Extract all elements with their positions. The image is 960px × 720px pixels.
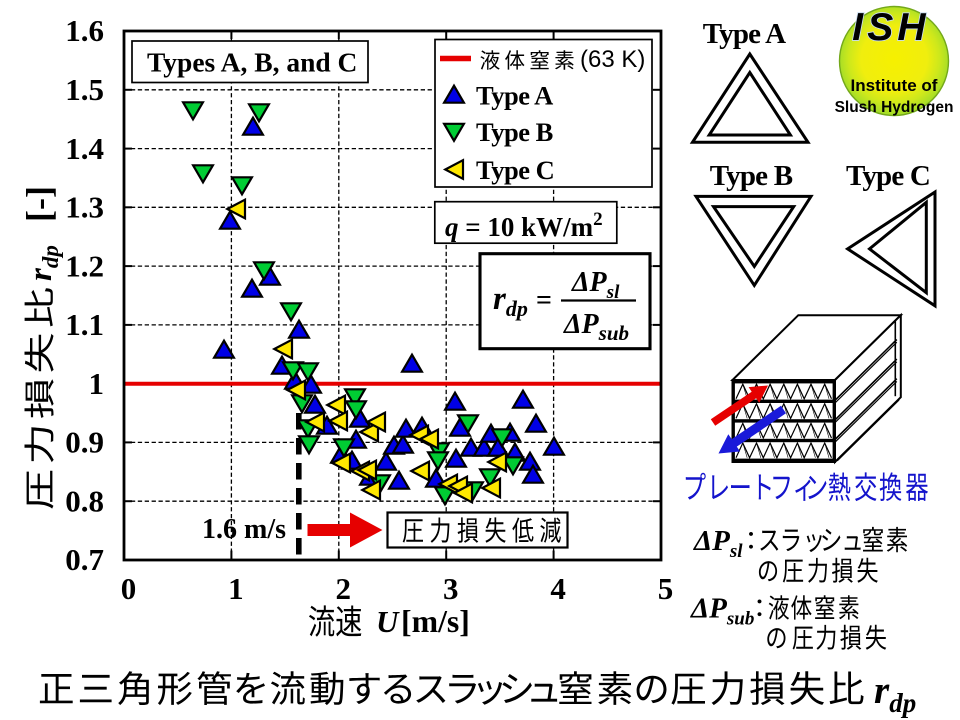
svg-text:ISH: ISH	[852, 6, 930, 49]
svg-text:q = 10 kW/m2: q = 10 kW/m2	[445, 209, 603, 242]
svg-text:1.2: 1.2	[65, 248, 104, 283]
svg-text:Type C: Type C	[846, 160, 930, 192]
svg-text:Type A: Type A	[703, 18, 786, 50]
svg-text:3: 3	[443, 571, 459, 606]
svg-text:Type C: Type C	[476, 155, 554, 185]
svg-text:1: 1	[228, 571, 244, 606]
svg-text:1.6 m/s: 1.6 m/s	[202, 514, 286, 545]
svg-text:1.5: 1.5	[65, 72, 104, 107]
svg-text:Type A: Type A	[476, 81, 553, 111]
svg-text:Slush Hydrogen: Slush Hydrogen	[835, 99, 954, 116]
svg-text:2: 2	[336, 571, 352, 606]
svg-text:5: 5	[658, 571, 674, 606]
svg-text:[m/s]: [m/s]	[401, 604, 470, 639]
svg-text:(63 K): (63 K)	[580, 46, 645, 73]
svg-text:Institute of: Institute of	[851, 76, 938, 95]
svg-text:0.7: 0.7	[65, 542, 104, 577]
svg-text:4: 4	[550, 571, 566, 606]
svg-text:[-]: [-]	[19, 186, 59, 222]
svg-text:1.4: 1.4	[65, 131, 104, 166]
svg-text:0: 0	[121, 571, 137, 606]
svg-text:Type B: Type B	[710, 160, 793, 192]
svg-text:1.3: 1.3	[65, 190, 104, 225]
svg-text:=: =	[536, 285, 552, 316]
svg-text:0.9: 0.9	[65, 425, 104, 460]
svg-text:Type B: Type B	[476, 117, 553, 147]
svg-text:0.8: 0.8	[65, 483, 104, 518]
svg-text:Types A, B, and C: Types A, B, and C	[147, 47, 357, 78]
svg-text:U: U	[376, 604, 400, 639]
svg-text:1.6: 1.6	[65, 13, 104, 48]
svg-text:ΔPsub: ΔPsub	[690, 593, 754, 630]
svg-text:1: 1	[89, 366, 105, 401]
svg-text:1.1: 1.1	[65, 307, 104, 342]
